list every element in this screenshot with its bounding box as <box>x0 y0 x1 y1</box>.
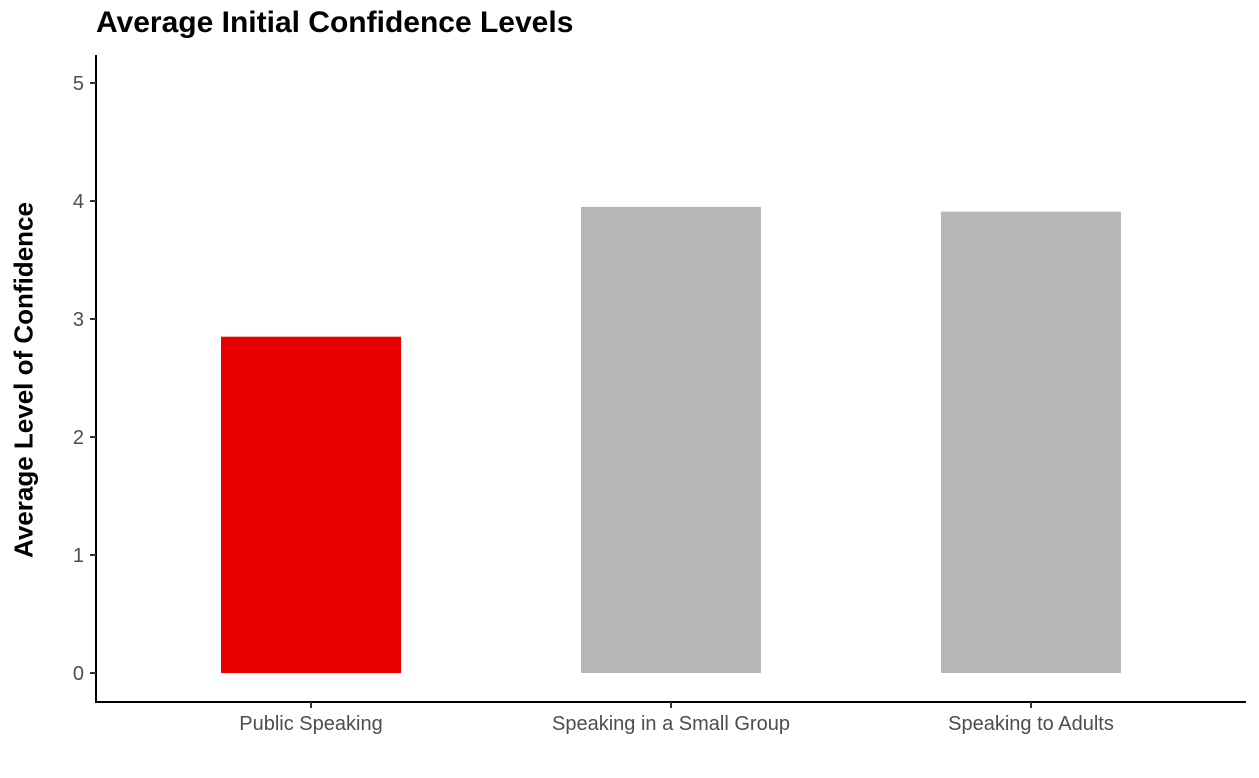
x-tick-label: Public Speaking <box>239 713 382 735</box>
axes-group: 0 1 2 3 4 5 Public Speaking Speaking in a Small… <box>73 55 1246 735</box>
y-tick-label: 2 <box>73 427 84 449</box>
y-tick-label: 1 <box>73 545 84 567</box>
bars-group <box>221 206 1121 673</box>
bar-1 <box>221 336 401 673</box>
y-tick-label: 4 <box>73 191 84 213</box>
chart-title: Average Initial Confidence Levels <box>96 6 574 39</box>
x-tick-label: Speaking in a Small Group <box>552 713 790 735</box>
y-tick-label: 5 <box>73 73 84 95</box>
x-tick-label: Speaking to Adults <box>948 713 1114 735</box>
bar-3 <box>941 211 1121 673</box>
bar-2 <box>581 206 761 673</box>
y-tick-label: 0 <box>73 663 84 685</box>
y-tick-label: 3 <box>73 309 84 331</box>
